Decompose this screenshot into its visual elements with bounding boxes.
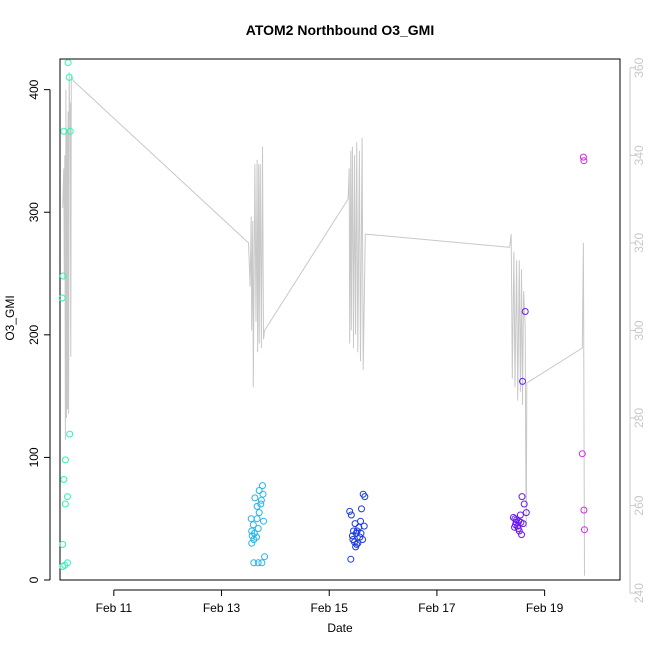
data-point-series-3 — [347, 555, 355, 563]
data-point-series-1 — [66, 127, 74, 135]
data-point-series-1 — [64, 59, 72, 67]
data-point-series-5 — [578, 450, 586, 458]
data-point-series-2 — [257, 500, 265, 508]
chart-title: ATOM2 Northbound O3_GMI — [246, 22, 434, 38]
x-tick-label: Feb 15 — [311, 601, 349, 615]
y-tick-label: 400 — [27, 79, 41, 99]
data-point-series-2 — [254, 559, 262, 567]
x-tick-label: Feb 13 — [203, 601, 241, 615]
data-point-series-2 — [253, 502, 261, 510]
data-point-series-2 — [259, 482, 266, 490]
data-point-series-4 — [511, 523, 518, 531]
y-tick-label: 0 — [27, 576, 41, 583]
y2-tick-label: 320 — [632, 233, 646, 253]
data-point-series-3 — [353, 527, 361, 535]
data-point-series-1 — [66, 430, 74, 438]
data-point-series-3 — [361, 493, 369, 501]
y-tick-label: 100 — [27, 447, 41, 467]
data-point-series-4 — [520, 500, 528, 508]
y2-tick-label: 340 — [632, 145, 646, 165]
data-point-series-2 — [250, 559, 258, 567]
data-point-series-3 — [347, 511, 355, 519]
data-point-series-4 — [512, 518, 520, 526]
data-point-series-1 — [61, 456, 69, 464]
axes-layer: Feb 11 Feb 13 Feb 15 Feb 17 Feb 19 0 100 200 300… — [27, 57, 646, 614]
y-axis-label: O3_GMI — [3, 295, 17, 340]
x-tick-label: Feb 11 — [96, 601, 133, 615]
right-axis-line-layer — [62, 72, 585, 576]
data-point-series-4 — [522, 509, 530, 517]
data-point-series-1 — [61, 500, 69, 508]
y-tick-label: 200 — [27, 324, 41, 344]
data-point-series-2 — [260, 517, 267, 525]
data-point-series-3 — [357, 529, 365, 537]
data-point-series-2 — [255, 487, 263, 494]
x-axis-label: Date — [327, 621, 353, 635]
data-point-series-1 — [65, 73, 73, 81]
points-layer — [58, 59, 588, 570]
data-point-series-1 — [59, 563, 67, 570]
data-point-series-1 — [59, 272, 67, 280]
data-point-series-4 — [518, 531, 525, 539]
data-point-series-2 — [258, 559, 266, 567]
data-point-series-2 — [248, 539, 256, 547]
data-point-series-5 — [580, 506, 588, 514]
x-tick-label: Feb 19 — [526, 601, 564, 615]
data-point-series-3 — [353, 540, 361, 548]
data-point-series-2 — [253, 515, 261, 523]
data-point-series-3 — [348, 532, 356, 540]
data-point-series-2 — [251, 494, 259, 502]
data-point-series-4 — [518, 493, 526, 501]
data-point-series-5 — [581, 526, 588, 534]
data-point-series-4 — [521, 308, 529, 315]
data-point-series-3 — [360, 522, 368, 530]
data-point-series-3 — [357, 517, 364, 525]
y2-tick-label: 280 — [632, 408, 646, 428]
data-point-series-4 — [514, 525, 522, 532]
y-tick-label: 300 — [27, 202, 41, 222]
data-point-series-1 — [58, 294, 66, 302]
data-point-series-4 — [516, 511, 524, 519]
data-point-series-3 — [358, 505, 365, 513]
y2-tick-label: 300 — [632, 320, 646, 340]
data-point-series-2 — [254, 525, 262, 532]
data-point-series-2 — [259, 490, 267, 498]
data-point-series-2 — [248, 532, 256, 540]
data-point-series-2 — [255, 509, 263, 517]
data-point-series-4 — [519, 377, 526, 385]
plot-frame — [59, 58, 621, 581]
data-point-series-2 — [249, 521, 257, 529]
right-axis-series-line — [62, 72, 585, 576]
y2-tick-label: 260 — [632, 495, 646, 515]
data-point-series-1 — [60, 476, 68, 483]
x-tick-label: Feb 17 — [418, 601, 456, 615]
data-point-series-2 — [247, 515, 255, 523]
data-point-series-1 — [59, 540, 67, 548]
data-point-series-5 — [579, 153, 587, 161]
data-point-series-1 — [64, 493, 71, 501]
data-point-series-2 — [261, 553, 269, 561]
data-point-series-3 — [354, 539, 362, 547]
data-point-series-2 — [250, 536, 258, 543]
y2-tick-label: 360 — [632, 57, 646, 77]
y2-tick-label: 240 — [632, 583, 646, 603]
data-point-series-3 — [349, 536, 357, 543]
data-point-series-5 — [580, 157, 588, 165]
data-point-series-3 — [346, 507, 354, 515]
